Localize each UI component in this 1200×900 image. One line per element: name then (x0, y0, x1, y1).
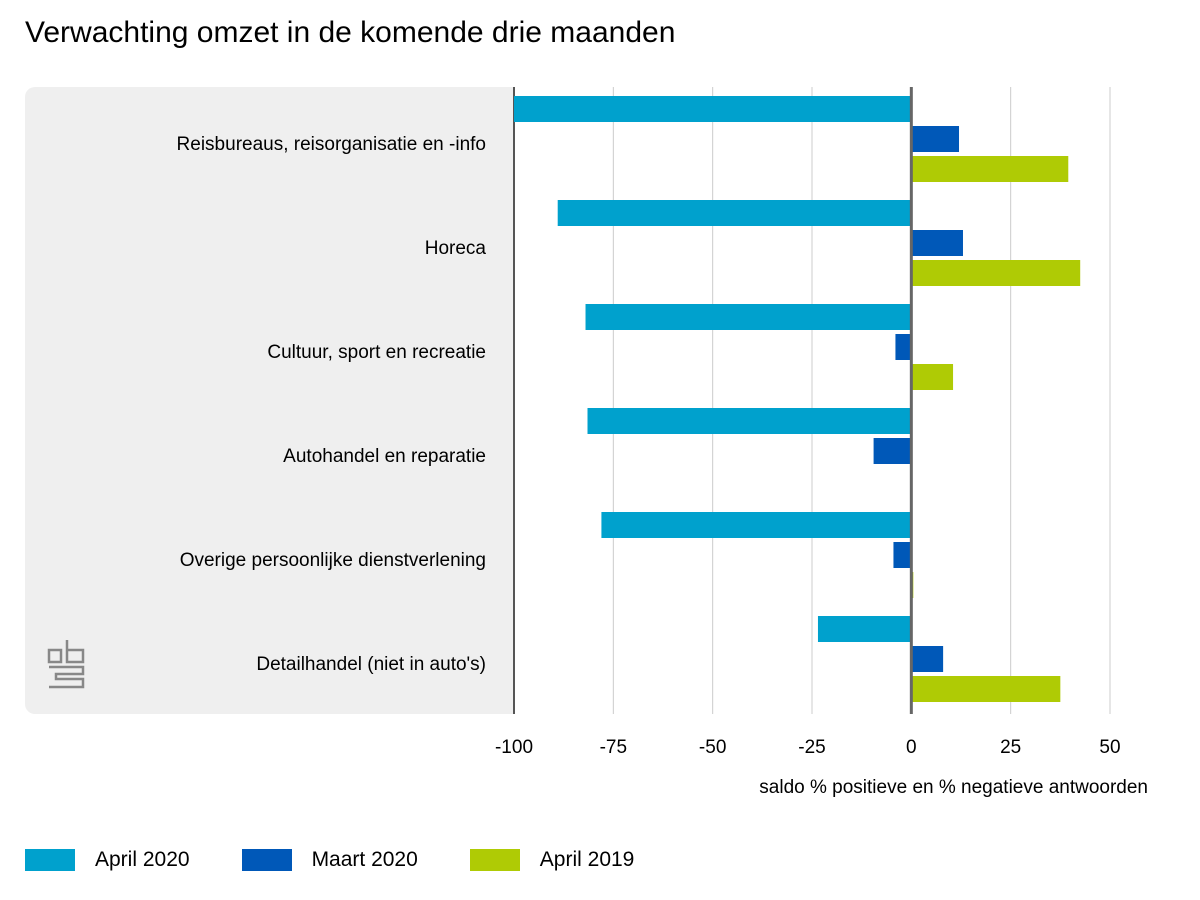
x-tick-label: -50 (699, 737, 726, 758)
legend-swatch (25, 849, 75, 871)
legend: April 2020 Maart 2020 April 2019 (25, 848, 686, 872)
category-label: Reisbureaus, reisorganisatie en -info (177, 134, 486, 155)
bar (817, 616, 912, 642)
category-label: Overige persoonlijke dienstverlening (180, 550, 486, 571)
x-tick-label: -100 (495, 737, 533, 758)
x-tick-label: 50 (1099, 737, 1120, 758)
bar (514, 96, 912, 122)
bar (911, 646, 944, 672)
bar (911, 156, 1069, 182)
bar-chart: -100 -75 -50 -25 0 25 50 Reisbureaus, reisorgan… (25, 87, 1148, 798)
bar (911, 364, 954, 390)
legend-item: Maart 2020 (241, 848, 418, 872)
legend-swatch (241, 849, 292, 871)
bar (911, 260, 1081, 286)
x-tick-label: -75 (600, 737, 627, 758)
legend-swatch (469, 849, 520, 871)
chart-title: Verwachting omzet in de komende drie maa… (25, 16, 676, 49)
cbs-logo (47, 640, 85, 689)
legend-item: April 2019 (469, 848, 635, 872)
bar (873, 438, 912, 464)
bar (911, 126, 960, 152)
legend-label: April 2019 (539, 848, 635, 871)
category-panel (25, 87, 514, 714)
bar (585, 304, 912, 330)
x-tick-label: -25 (798, 737, 825, 758)
bar (911, 676, 1061, 702)
category-label: Horeca (425, 238, 487, 259)
bar (895, 334, 912, 360)
legend-label: Maart 2020 (311, 848, 418, 871)
bar (601, 512, 912, 538)
x-axis-label: saldo % positieve en % negatieve antwoor… (759, 777, 1148, 798)
category-label: Detailhandel (niet in auto's) (256, 654, 486, 675)
bar (893, 542, 912, 568)
category-panel-edge (500, 87, 514, 714)
legend-item: April 2020 (25, 848, 190, 872)
x-tick-label: 0 (906, 737, 917, 758)
legend-label: April 2020 (95, 848, 190, 871)
category-label: Autohandel en reparatie (283, 446, 486, 467)
bar (557, 200, 912, 226)
bar (587, 408, 912, 434)
category-label: Cultuur, sport en recreatie (267, 342, 486, 363)
x-tick-label: 25 (1000, 737, 1021, 758)
bar (911, 230, 963, 256)
